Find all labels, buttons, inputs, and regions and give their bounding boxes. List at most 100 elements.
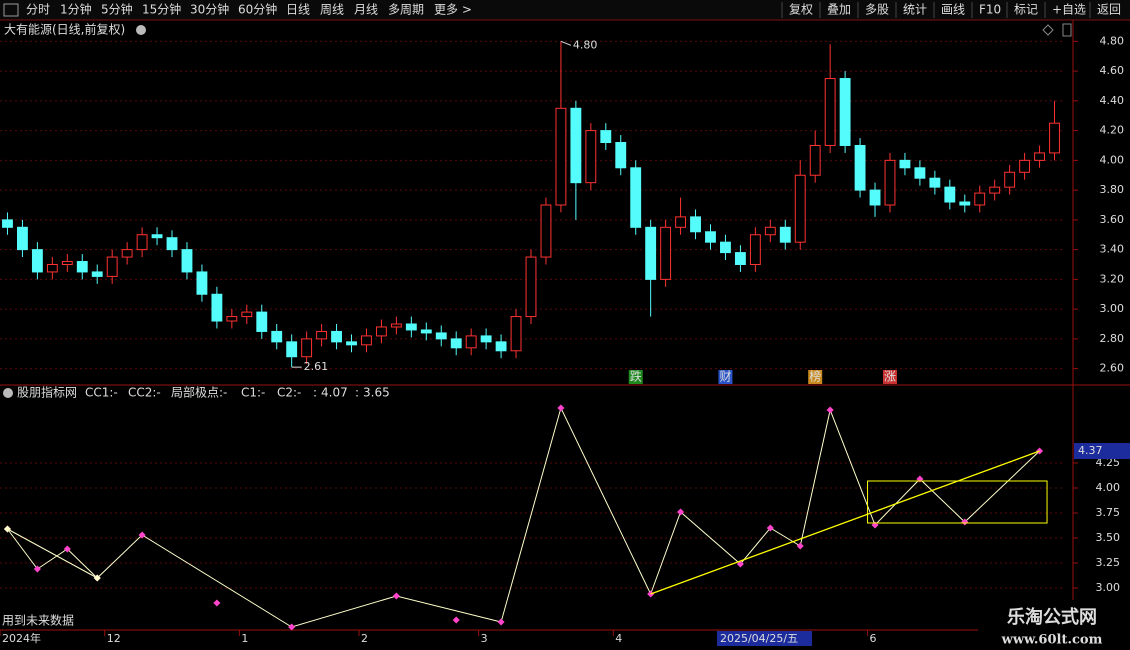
indicator-point — [677, 508, 685, 516]
toolbar-button[interactable]: +自选 — [1052, 3, 1086, 17]
x-tick-label: 3 — [481, 632, 488, 645]
indicator-point — [213, 599, 221, 607]
candle-body — [749, 234, 761, 265]
toolbar-button[interactable]: 更多 > — [434, 3, 472, 17]
candle-body — [1019, 159, 1031, 173]
y-tick-label: 3.20 — [1100, 272, 1125, 285]
candle-body — [675, 216, 687, 228]
candle-body — [241, 311, 253, 318]
candle-body — [585, 130, 597, 184]
candle-body — [361, 335, 372, 346]
y-tick-label: 4.40 — [1100, 94, 1125, 107]
candle-body — [884, 159, 896, 206]
candle-body — [974, 192, 986, 206]
candle-body — [450, 338, 462, 349]
candle-body — [61, 261, 73, 265]
toolbar-button[interactable]: 30分钟 — [190, 2, 229, 17]
candle-body — [779, 226, 791, 243]
x-tick-label: 1 — [241, 632, 248, 645]
trend-line — [650, 450, 1040, 595]
toolbar-button[interactable]: 5分钟 — [101, 2, 133, 17]
y-tick-label: 3.80 — [1100, 183, 1125, 196]
y-tick-label: 3.50 — [1096, 531, 1121, 544]
indicator-point — [93, 574, 101, 582]
toolbar-button[interactable]: 15分钟 — [142, 2, 181, 17]
candle-body — [211, 293, 223, 322]
y-tick-label: 3.00 — [1096, 581, 1121, 594]
toolbar-button[interactable]: 分时 — [26, 3, 50, 17]
event-marker[interactable] — [808, 370, 823, 384]
indicator-title: 股朋指标网 — [17, 385, 77, 400]
candle-body — [121, 249, 133, 258]
toolbar-button[interactable]: 60分钟 — [238, 2, 277, 17]
indicator-icon[interactable] — [3, 388, 13, 398]
x-tick-label: 2024年 — [2, 631, 41, 645]
candle-body — [151, 234, 163, 239]
candle-body — [525, 256, 537, 318]
watermark-title: 乐淘公式网 — [1007, 606, 1097, 628]
indicator-legend: 局部极点:- — [171, 385, 227, 400]
candle-body — [944, 186, 956, 203]
candle-body — [375, 326, 387, 337]
toolbar-button[interactable]: 多周期 — [388, 3, 424, 17]
toolbar-button[interactable]: 日线 — [286, 3, 310, 17]
toolbar-button[interactable]: 标记 — [1014, 3, 1038, 17]
pane-icon[interactable] — [1062, 23, 1072, 37]
toolbar — [0, 0, 1130, 20]
y-tick-label: 2.60 — [1100, 362, 1125, 375]
y-tick-label: 3.60 — [1100, 213, 1125, 226]
indicator-point — [796, 542, 804, 550]
box-separator: : — [313, 386, 317, 400]
indicator-legend: CC2:- — [128, 386, 161, 400]
candle-body — [570, 107, 582, 184]
event-marker[interactable] — [718, 370, 733, 384]
y-tick-label: 4.25 — [1096, 456, 1121, 469]
event-marker[interactable] — [882, 370, 897, 384]
candle-body — [854, 144, 866, 191]
candle-body — [630, 167, 642, 228]
toolbar-button[interactable]: 复权 — [789, 3, 813, 17]
candle-body — [435, 332, 447, 340]
candle-body — [196, 271, 208, 295]
box-value: 4.07 — [321, 386, 348, 400]
candle-body — [136, 234, 148, 251]
y-tick-label: 4.20 — [1100, 124, 1125, 137]
toolbar-button[interactable]: F10 — [979, 3, 1001, 17]
event-marker[interactable] — [628, 370, 643, 384]
diamond-icon[interactable] — [1042, 24, 1054, 36]
indicator-point — [138, 531, 146, 539]
candle-body — [824, 78, 836, 146]
candle-body — [17, 226, 28, 251]
y-tick-label: 3.75 — [1096, 506, 1121, 519]
event-label: 跌 — [630, 369, 642, 384]
toolbar-button[interactable]: 1分钟 — [60, 2, 92, 17]
menu-icon[interactable] — [3, 3, 19, 17]
toolbar-button[interactable]: 月线 — [354, 3, 378, 17]
stock-title: 大有能源(日线,前复权) — [4, 22, 125, 37]
indicator-point — [3, 525, 12, 533]
indicator-point — [33, 565, 41, 573]
indicator-point — [961, 518, 969, 526]
toolbar-button[interactable]: 多股 — [865, 3, 889, 17]
candle-body — [420, 329, 432, 334]
box-value: 3.65 — [363, 386, 390, 400]
toolbar-button[interactable]: 画线 — [941, 3, 965, 17]
toolbar-button[interactable]: 统计 — [903, 3, 927, 17]
indicator-point — [392, 592, 400, 600]
toolbar-button[interactable]: 周线 — [320, 3, 344, 17]
dropdown-icon[interactable] — [136, 25, 146, 35]
candle-body — [660, 226, 672, 280]
x-tick-label: 12 — [107, 632, 121, 645]
indicator-line — [7, 528, 98, 579]
toolbar-button[interactable]: 叠加 — [827, 3, 851, 17]
x-tick-label: 6 — [870, 632, 877, 645]
candle-body — [555, 107, 567, 206]
candle-body — [405, 323, 417, 331]
candle-body — [331, 330, 342, 343]
candle-body — [91, 271, 103, 277]
indicator-point — [452, 616, 460, 624]
toolbar-button[interactable]: 返回 — [1097, 3, 1121, 17]
indicator-point — [497, 618, 505, 626]
candle-body — [256, 311, 268, 332]
